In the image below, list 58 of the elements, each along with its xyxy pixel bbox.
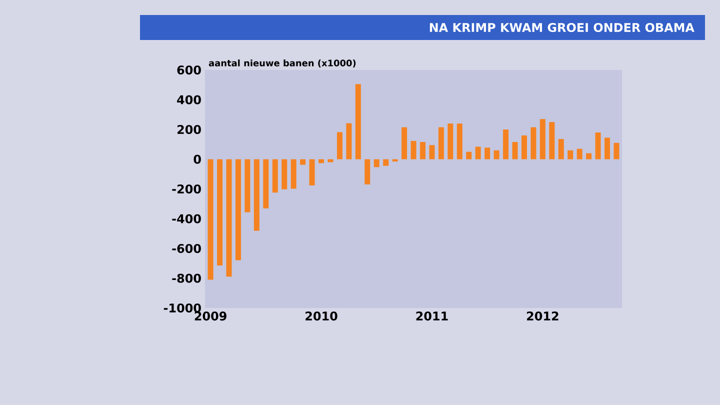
bar bbox=[530, 127, 536, 160]
bar bbox=[272, 159, 278, 193]
y-tick-label: 400 bbox=[177, 95, 201, 104]
bar bbox=[595, 132, 601, 160]
bar bbox=[374, 159, 380, 168]
bar bbox=[309, 159, 315, 186]
bar bbox=[290, 159, 296, 189]
bar bbox=[549, 122, 555, 160]
y-tick-label: 600 bbox=[177, 65, 201, 75]
bar bbox=[402, 127, 408, 160]
bar bbox=[420, 142, 426, 160]
bar bbox=[576, 148, 582, 160]
bar bbox=[254, 159, 260, 231]
bar bbox=[208, 159, 214, 280]
y-tick-label: 0 bbox=[194, 154, 201, 164]
bar bbox=[456, 124, 462, 160]
bar bbox=[521, 135, 527, 160]
chart-title: NA KRIMP KWAM GROEI ONDER OBAMA bbox=[430, 22, 694, 32]
bar bbox=[244, 159, 250, 212]
bar bbox=[494, 150, 500, 160]
bar bbox=[282, 159, 288, 190]
bar bbox=[226, 159, 232, 277]
bar bbox=[364, 159, 370, 184]
bar bbox=[568, 150, 574, 160]
bar bbox=[448, 124, 454, 160]
y-tick-label: -400 bbox=[172, 214, 201, 224]
y-tick-label: -1000 bbox=[164, 303, 201, 313]
y-tick-label: 200 bbox=[177, 124, 201, 134]
bar bbox=[604, 138, 610, 160]
bar bbox=[438, 127, 444, 160]
x-tick-label: 2010 bbox=[306, 312, 338, 321]
y-tick-label: -200 bbox=[172, 184, 201, 194]
y-tick-label: -600 bbox=[172, 244, 201, 254]
bar bbox=[586, 153, 592, 160]
bar bbox=[263, 159, 269, 208]
bar bbox=[484, 148, 490, 160]
bar bbox=[503, 130, 509, 160]
bar bbox=[512, 142, 518, 160]
bar bbox=[217, 159, 223, 266]
x-tick-label: 2009 bbox=[194, 312, 226, 321]
bar bbox=[558, 139, 564, 160]
bar bbox=[429, 145, 435, 160]
bar bbox=[614, 142, 620, 160]
bar bbox=[346, 123, 352, 160]
y-tick-label: -800 bbox=[172, 274, 201, 283]
y-axis-title: aantal nieuwe banen (x1000) bbox=[208, 59, 356, 68]
bar bbox=[235, 159, 241, 260]
bar bbox=[466, 152, 472, 160]
x-tick-label: 2011 bbox=[416, 312, 448, 321]
bar bbox=[336, 132, 342, 160]
bar bbox=[355, 84, 361, 160]
bar bbox=[410, 140, 416, 160]
bar bbox=[318, 159, 324, 164]
bar bbox=[300, 159, 306, 165]
bar bbox=[383, 159, 389, 166]
bar bbox=[475, 146, 481, 160]
x-tick-label: 2012 bbox=[526, 312, 558, 321]
bar bbox=[540, 119, 546, 160]
